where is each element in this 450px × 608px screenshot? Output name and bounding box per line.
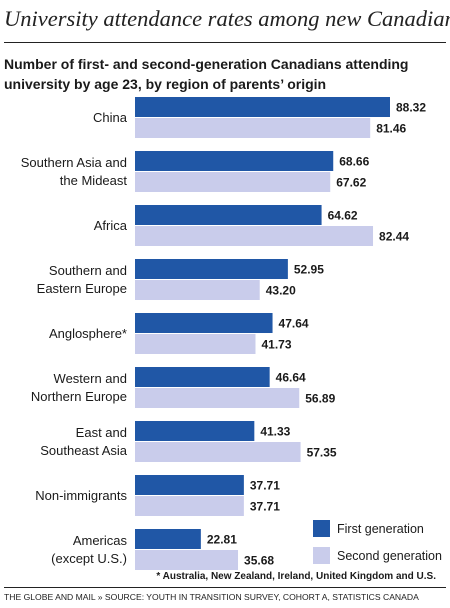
legend-label: First generation <box>337 522 424 536</box>
second-generation-bar <box>135 496 244 516</box>
category-label: Western and <box>54 371 127 386</box>
data-label: 41.73 <box>261 338 291 352</box>
category-label: Southern and <box>49 263 127 278</box>
second-generation-bar <box>135 172 331 192</box>
data-label: 22.81 <box>207 533 237 547</box>
category-label: the Mideast <box>60 173 128 188</box>
second-generation-bar <box>135 442 301 462</box>
category-label: Southern Asia and <box>21 155 127 170</box>
second-generation-bar <box>135 550 239 570</box>
first-generation-bar <box>135 313 273 333</box>
data-label: 35.68 <box>244 554 274 568</box>
data-label: 43.20 <box>266 284 296 298</box>
first-generation-bar <box>135 475 244 495</box>
category-label: Anglosphere* <box>49 326 127 341</box>
data-label: 37.71 <box>250 479 280 493</box>
first-generation-bar <box>135 367 270 387</box>
data-label: 57.35 <box>307 446 337 460</box>
second-generation-bar <box>135 118 371 138</box>
category-label: China <box>93 110 128 125</box>
first-generation-bar <box>135 529 201 549</box>
category-label: East and <box>76 425 127 440</box>
data-label: 88.32 <box>396 101 426 115</box>
footer-divider <box>4 587 446 588</box>
legend-swatch-first-generation <box>313 520 330 537</box>
category-label: Africa <box>94 218 128 233</box>
first-generation-bar <box>135 151 334 171</box>
data-label: 81.46 <box>376 122 406 136</box>
data-label: 46.64 <box>276 371 306 385</box>
source-line: THE GLOBE AND MAIL » SOURCE: YOUTH IN TR… <box>4 592 419 602</box>
data-label: 52.95 <box>294 263 324 277</box>
category-label: Southeast Asia <box>40 443 127 458</box>
first-generation-bar <box>135 205 322 225</box>
category-label: Eastern Europe <box>37 281 127 296</box>
second-generation-bar <box>135 226 374 246</box>
data-label: 64.62 <box>328 209 358 223</box>
data-label: 47.64 <box>279 317 309 331</box>
category-label: Northern Europe <box>31 389 127 404</box>
second-generation-bar <box>135 280 260 300</box>
data-label: 41.33 <box>260 425 290 439</box>
first-generation-bar <box>135 421 255 441</box>
chart-subtitle: Number of first- and second-generation C… <box>4 56 409 92</box>
second-generation-bar <box>135 388 300 408</box>
first-generation-bar <box>135 259 288 279</box>
title-divider <box>4 42 446 43</box>
chart-title: University attendance rates among new Ca… <box>4 6 450 31</box>
legend-label: Second generation <box>337 549 442 563</box>
data-label: 68.66 <box>339 155 369 169</box>
data-label: 56.89 <box>305 392 335 406</box>
category-label: Non-immigrants <box>35 488 127 503</box>
second-generation-bar <box>135 334 256 354</box>
data-label: 82.44 <box>379 230 409 244</box>
first-generation-bar <box>135 97 390 117</box>
category-label: Americas <box>73 533 128 548</box>
footnote: * Australia, New Zealand, Ireland, Unite… <box>156 571 436 582</box>
category-label: (except U.S.) <box>51 551 127 566</box>
legend-swatch-second-generation <box>313 547 330 564</box>
data-label: 37.71 <box>250 500 280 514</box>
data-label: 67.62 <box>336 176 366 190</box>
